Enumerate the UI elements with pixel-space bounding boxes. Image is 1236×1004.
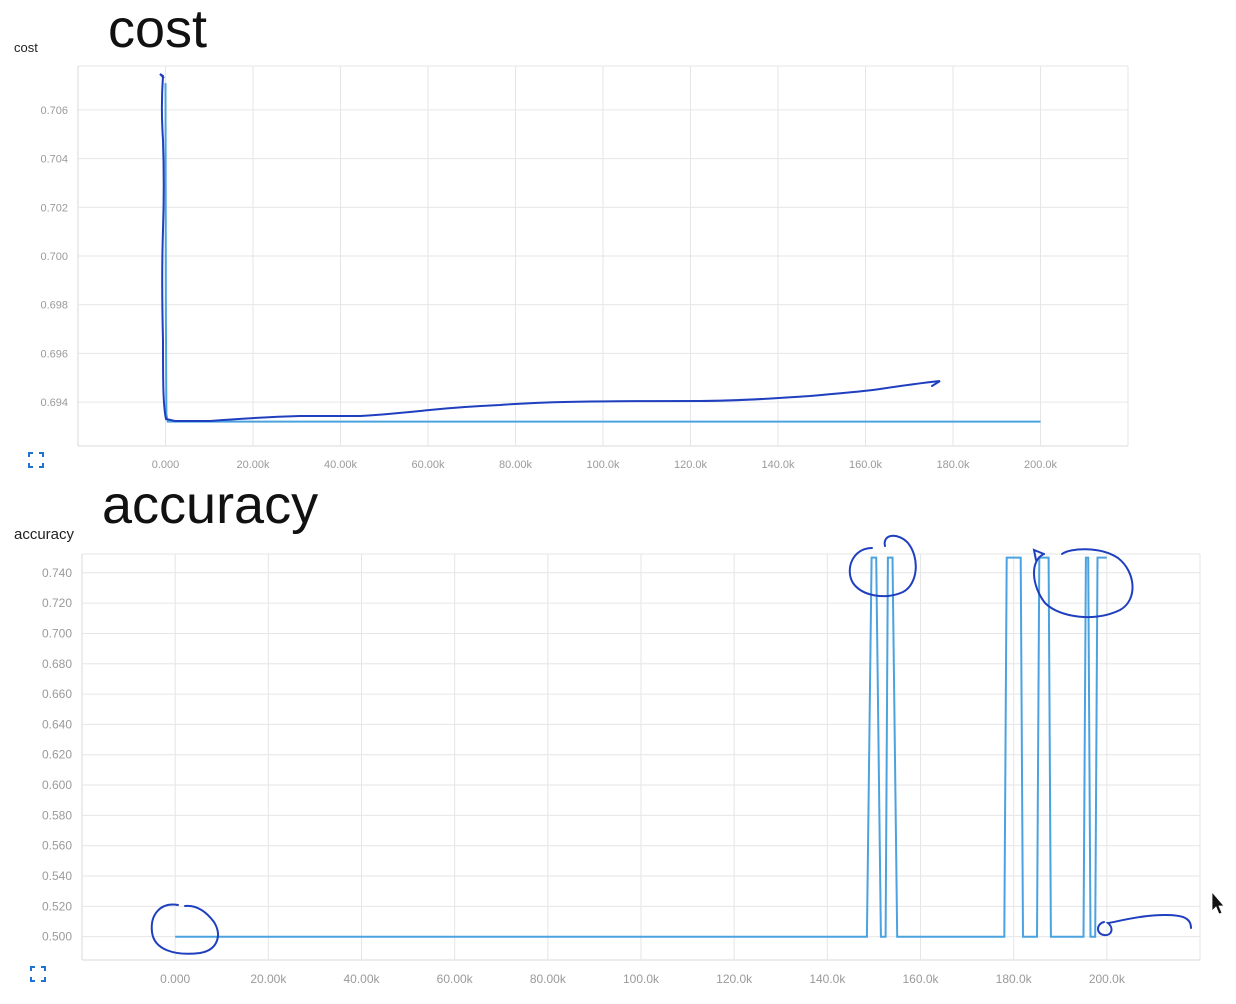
handwritten-annotations — [150, 73, 1225, 955]
y-tick-label: 0.620 — [42, 748, 72, 762]
y-tick-label: 0.694 — [40, 397, 68, 409]
ink-tail-scribble — [1097, 913, 1192, 937]
ink-cost-top-hook — [159, 73, 165, 79]
y-tick-label: 0.700 — [40, 251, 68, 263]
y-tick-label: 0.704 — [40, 154, 68, 166]
y-tick-label: 0.580 — [42, 808, 72, 822]
y-tick-label: 0.740 — [42, 566, 72, 580]
x-tick-label: 0.000 — [160, 972, 190, 986]
y-tick-label: 0.520 — [42, 899, 72, 913]
x-tick-label: 200.0k — [1089, 972, 1126, 986]
y-tick-label: 0.500 — [42, 930, 72, 944]
series-line — [175, 556, 1107, 938]
x-tick-label: 80.00k — [530, 972, 567, 986]
x-tick-label: 180.0k — [936, 459, 970, 471]
x-tick-label: 200.0k — [1024, 459, 1058, 471]
x-tick-label: 60.00k — [437, 972, 474, 986]
ink-circle-peak-2-hook — [1032, 548, 1045, 561]
x-tick-label: 100.0k — [586, 459, 620, 471]
x-tick-label: 140.0k — [761, 459, 795, 471]
x-tick-label: 60.00k — [411, 459, 445, 471]
x-tick-label: 20.00k — [250, 972, 287, 986]
x-tick-label: 100.0k — [623, 972, 660, 986]
y-tick-label: 0.700 — [42, 626, 72, 640]
y-tick-label: 0.706 — [40, 105, 68, 117]
y-tick-label: 0.698 — [40, 300, 68, 312]
x-tick-label: 120.0k — [716, 972, 753, 986]
y-tick-label: 0.720 — [42, 596, 72, 610]
x-tick-label: 160.0k — [902, 972, 939, 986]
x-tick-label: 120.0k — [674, 459, 708, 471]
x-tick-label: 0.000 — [152, 459, 180, 471]
y-tick-label: 0.702 — [40, 202, 68, 214]
ink-cost-curve — [160, 75, 941, 422]
y-tick-label: 0.696 — [40, 348, 68, 360]
y-tick-label: 0.640 — [42, 717, 72, 731]
ink-circle-start — [150, 903, 219, 955]
accuracy-chart: 0.000 20.00k 40.00k 60.00k 80.00k 100.0k 120.0… — [42, 553, 1201, 986]
accuracy-heading: accuracy — [102, 475, 319, 535]
y-tick-label: 0.540 — [42, 869, 72, 883]
accuracy-chart-title: accuracy — [14, 526, 75, 543]
series-line — [164, 83, 1041, 423]
ink-circle-peak-2 — [1033, 548, 1134, 619]
cost-heading: cost — [108, 0, 208, 59]
cursor-arrow-icon — [1211, 890, 1225, 915]
x-tick-label: 20.00k — [236, 459, 270, 471]
y-tick-label: 0.560 — [42, 839, 72, 853]
y-tick-label: 0.600 — [42, 778, 72, 792]
y-tick-label: 0.660 — [42, 687, 72, 701]
x-tick-label: 140.0k — [809, 972, 846, 986]
x-tick-label: 80.00k — [499, 459, 533, 471]
ink-circle-peak-1 — [848, 534, 917, 598]
x-tick-label: 40.00k — [343, 972, 380, 986]
x-tick-label: 160.0k — [849, 459, 883, 471]
y-tick-label: 0.680 — [42, 657, 72, 671]
x-tick-label: 40.00k — [324, 459, 358, 471]
expand-icon[interactable] — [28, 452, 44, 468]
expand-icon[interactable] — [30, 966, 46, 982]
x-tick-label: 180.0k — [996, 972, 1033, 986]
cost-chart: 0.000 20.00k 40.00k 60.00k 80.00k 100.0k 120.0… — [40, 65, 1129, 471]
cost-chart-title: cost — [14, 40, 38, 55]
